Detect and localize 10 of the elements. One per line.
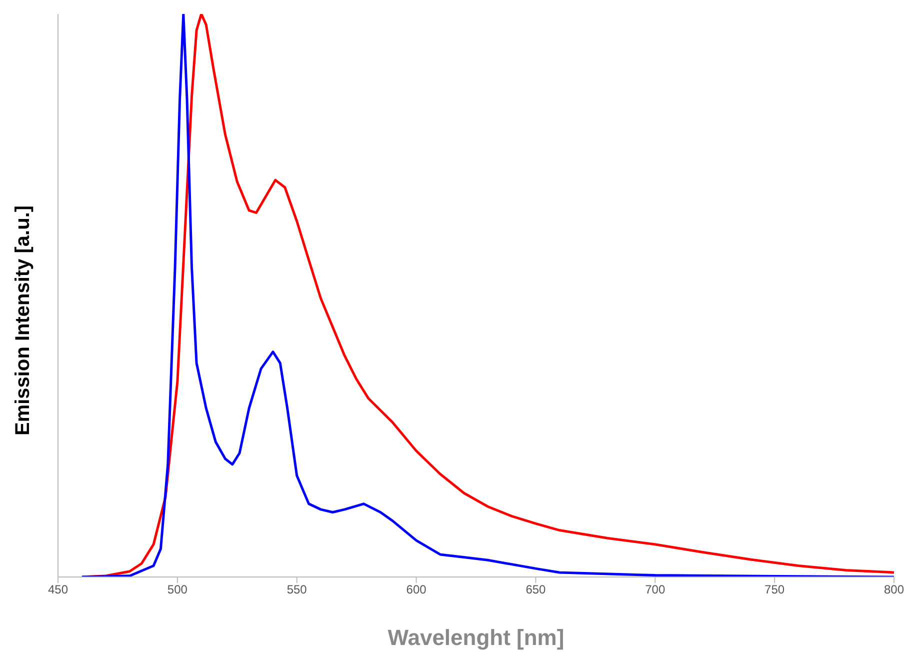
x-tick-label: 700	[645, 582, 666, 597]
x-tick-label: 600	[406, 582, 427, 597]
x-tick-label: 750	[764, 582, 785, 597]
x-tick-label: 500	[167, 582, 188, 597]
x-tick-label: 450	[48, 582, 68, 597]
x-tick-label: 800	[884, 582, 904, 597]
x-axis-title: Wavelenght [nm]	[388, 625, 564, 650]
y-axis-title: Emission Intensity [a.u.]	[12, 205, 34, 436]
x-tick-label: 650	[526, 582, 546, 597]
x-tick-label: 550	[286, 582, 308, 597]
